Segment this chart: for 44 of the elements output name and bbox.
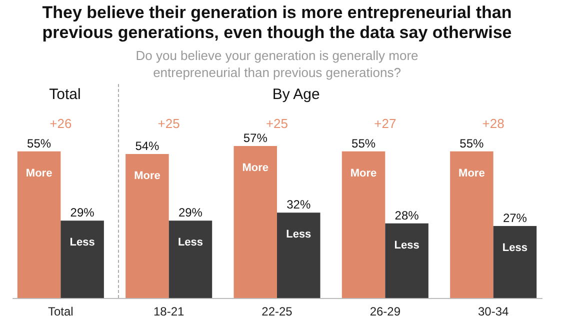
text: More	[350, 167, 377, 180]
bar	[234, 146, 277, 298]
bar	[493, 226, 537, 298]
data-label: 27%	[502, 211, 528, 225]
text: +27	[374, 116, 396, 131]
text: +26	[50, 116, 72, 131]
data-label: 29%	[70, 206, 95, 220]
bar	[126, 154, 169, 298]
chart-subtitle: Do you believe your generation is generally more entrepreneurial than previous generations?	[136, 48, 418, 80]
text: Total	[49, 86, 81, 103]
data-label: 55%	[352, 136, 376, 150]
bar	[277, 212, 320, 298]
bar	[450, 151, 494, 298]
text: More	[134, 170, 160, 182]
data-label: 29%	[178, 206, 203, 220]
text: +25	[158, 116, 180, 131]
x-tick-label: 18-21	[153, 304, 185, 318]
bar	[17, 151, 61, 298]
text: Less	[502, 242, 528, 254]
x-tick-label: 22-25	[262, 304, 293, 318]
data-label: 57%	[243, 131, 268, 145]
series-label: More	[242, 162, 269, 174]
text: By Age	[272, 86, 320, 103]
data-label: 32%	[286, 198, 311, 212]
text: +28	[482, 116, 504, 131]
chart-title: They believe their generation is more entrepreneurial than previous generations, even though the data say otherwise	[42, 3, 512, 42]
data-label: 55%	[460, 136, 484, 150]
text: Less	[70, 236, 95, 249]
series-label: Less	[394, 239, 420, 252]
text: +25	[266, 116, 288, 131]
x-tick-label: 30-34	[478, 304, 509, 318]
bar	[60, 220, 104, 298]
text: More	[26, 167, 52, 180]
x-tick-label: 26-29	[370, 304, 401, 318]
data-label: 55%	[27, 136, 52, 150]
text: Less	[178, 236, 204, 249]
text: Less	[286, 228, 312, 241]
bar	[342, 151, 386, 298]
text: More	[458, 167, 485, 180]
data-label: 54%	[135, 139, 160, 153]
data-label: 28%	[394, 208, 420, 222]
bar	[168, 220, 212, 298]
x-tick-label: Total	[48, 304, 74, 318]
bar	[385, 223, 428, 298]
